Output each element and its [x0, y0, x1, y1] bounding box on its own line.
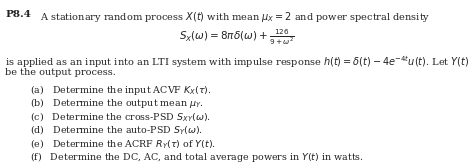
Text: (b)   Determine the output mean $\mu_Y$.: (b) Determine the output mean $\mu_Y$.	[30, 97, 204, 111]
Text: (c)   Determine the cross-PSD $S_{XY}(\omega)$.: (c) Determine the cross-PSD $S_{XY}(\ome…	[30, 110, 211, 123]
Text: be the output process.: be the output process.	[5, 68, 116, 77]
Text: is applied as an input into an LTI system with impulse response $h(t) = \delta(t: is applied as an input into an LTI syste…	[5, 54, 469, 70]
Text: (d)   Determine the auto-PSD $S_Y(\omega)$.: (d) Determine the auto-PSD $S_Y(\omega)$…	[30, 124, 203, 136]
Text: P8.4: P8.4	[5, 10, 31, 19]
Text: (e)   Determine the ACRF $R_Y(\tau)$ of $Y(t)$.: (e) Determine the ACRF $R_Y(\tau)$ of $Y…	[30, 137, 216, 150]
Text: $S_X(\omega) = 8\pi\delta(\omega) + \frac{126}{9 + \omega^2}$: $S_X(\omega) = 8\pi\delta(\omega) + \fra…	[179, 27, 295, 47]
Text: (a)   Determine the input ACVF $K_X(\tau)$.: (a) Determine the input ACVF $K_X(\tau)$…	[30, 83, 212, 97]
Text: A stationary random process $X(t)$ with mean $\mu_X = 2$ and power spectral dens: A stationary random process $X(t)$ with …	[40, 10, 430, 24]
Text: (f)   Determine the DC, AC, and total average powers in $Y(t)$ in watts.: (f) Determine the DC, AC, and total aver…	[30, 150, 364, 164]
